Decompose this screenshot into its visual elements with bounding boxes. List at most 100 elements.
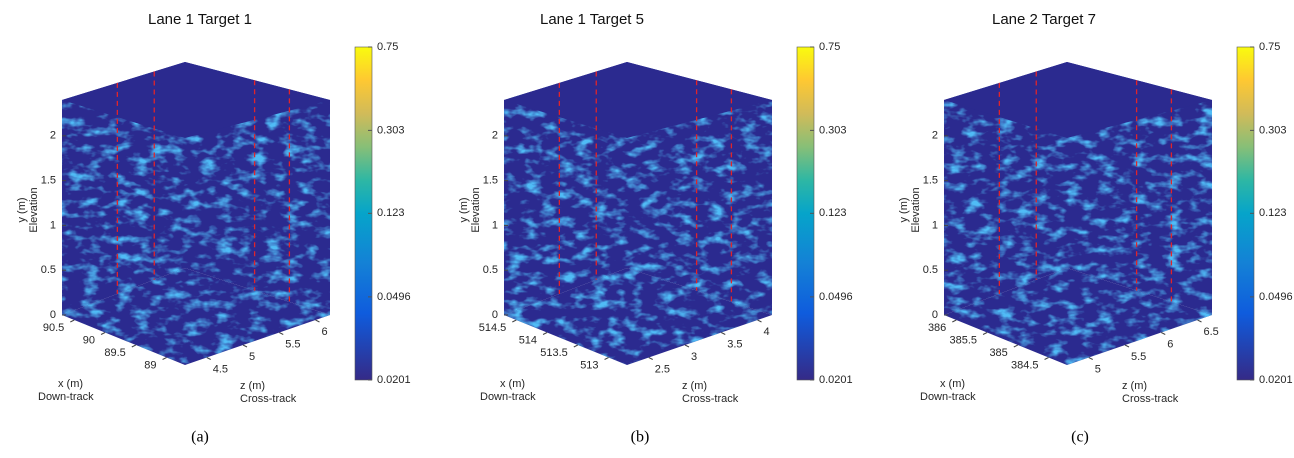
y-tick-label: 2: [492, 130, 498, 142]
y-tick-label: 2: [50, 130, 56, 142]
x-tick-label: 385: [989, 347, 1007, 359]
y-tick-label: 2: [932, 130, 938, 142]
x-tick: [512, 320, 516, 322]
colorbar-tick-label: 0.75: [377, 41, 398, 53]
colorbar-tick-label: 0.303: [819, 124, 847, 136]
x-axis-label: Down-track: [38, 391, 94, 403]
panel-title: Lane 2 Target 7: [992, 11, 1096, 28]
y-tick-label: 1.5: [483, 175, 498, 187]
x-tick-label: 513: [580, 359, 598, 371]
panel: 00.511.52y (m)Elevation514.5514513.5513x…: [458, 41, 853, 405]
z-tick-label: 6: [322, 326, 328, 338]
caption: (b): [631, 429, 650, 446]
z-tick-label: 2.5: [655, 363, 670, 375]
z-axis-label: z (m): [682, 380, 707, 392]
x-tick: [605, 358, 609, 360]
colorbar-tick-label: 0.123: [377, 207, 405, 219]
x-tick: [101, 333, 105, 335]
colorbar-tick-label: 0.0496: [1259, 291, 1293, 303]
z-tick-label: 4: [764, 326, 770, 338]
z-tick-label: 5: [1095, 363, 1101, 375]
x-axis-label: Down-track: [920, 391, 976, 403]
x-tick-label: 90.5: [43, 322, 64, 334]
z-tick: [316, 320, 320, 322]
y-axis-label: y (m): [898, 197, 910, 222]
z-axis-label: Cross-track: [240, 393, 297, 405]
y-tick-label: 0: [50, 309, 56, 321]
z-tick: [758, 320, 762, 322]
z-tick: [649, 358, 653, 360]
x-tick: [574, 345, 578, 347]
x-tick: [163, 358, 167, 360]
x-tick-label: 89.5: [104, 347, 125, 359]
x-axis-label: x (m): [940, 378, 965, 390]
z-tick: [279, 333, 283, 335]
z-tick: [721, 333, 725, 335]
caption: (c): [1071, 429, 1089, 446]
z-tick-label: 4.5: [213, 363, 228, 375]
x-axis-label: x (m): [58, 378, 83, 390]
colorbar-tick-label: 0.0496: [377, 291, 411, 303]
x-tick: [1045, 358, 1049, 360]
z-tick-label: 6: [1167, 338, 1173, 350]
caption: (a): [191, 429, 209, 446]
colorbar-tick-label: 0.75: [1259, 41, 1280, 53]
colorbar-tick-label: 0.75: [819, 41, 840, 53]
y-tick-label: 1: [50, 219, 56, 231]
z-axis-label: z (m): [240, 380, 265, 392]
x-tick: [1014, 345, 1018, 347]
y-tick-label: 0: [932, 309, 938, 321]
panel: 00.511.52y (m)Elevation386385.5385384.5x…: [898, 41, 1293, 405]
panel-title: Lane 1 Target 1: [148, 11, 252, 28]
colorbar-tick-label: 0.123: [1259, 207, 1287, 219]
y-axis-label: Elevation: [910, 187, 922, 232]
x-tick-label: 514.5: [479, 322, 507, 334]
z-tick: [1125, 345, 1129, 347]
z-tick-label: 5.5: [1131, 351, 1146, 363]
colorbar-tick-label: 0.0201: [377, 374, 411, 386]
colorbar-tick-label: 0.0201: [819, 374, 853, 386]
colorbar-tick-label: 0.0201: [1259, 374, 1293, 386]
x-axis-label: x (m): [500, 378, 525, 390]
x-tick: [70, 320, 74, 322]
colorbar-tick-label: 0.303: [1259, 124, 1287, 136]
x-tick: [952, 320, 956, 322]
y-tick-label: 1: [932, 219, 938, 231]
y-tick-label: 1.5: [41, 175, 56, 187]
z-tick: [685, 345, 689, 347]
x-tick: [983, 333, 987, 335]
z-tick: [1089, 358, 1093, 360]
y-tick-label: 0: [492, 309, 498, 321]
z-tick: [243, 345, 247, 347]
z-tick-label: 5.5: [285, 338, 300, 350]
z-axis-label: z (m): [1122, 380, 1147, 392]
x-tick-label: 514: [519, 334, 537, 346]
y-tick-label: 0.5: [41, 264, 56, 276]
colorbar-tick-label: 0.123: [819, 207, 847, 219]
x-axis-label: Down-track: [480, 391, 536, 403]
x-tick-label: 384.5: [1011, 359, 1039, 371]
y-tick-label: 0.5: [923, 264, 938, 276]
x-tick-label: 385.5: [950, 334, 978, 346]
y-tick-label: 0.5: [483, 264, 498, 276]
x-tick: [132, 345, 136, 347]
z-tick-label: 6.5: [1204, 326, 1219, 338]
x-tick-label: 513.5: [540, 347, 568, 359]
z-axis-label: Cross-track: [1122, 393, 1179, 405]
z-tick-label: 3: [691, 351, 697, 363]
y-axis-label: Elevation: [470, 187, 482, 232]
x-tick-label: 89: [144, 359, 156, 371]
colorbar-tick-label: 0.303: [377, 124, 405, 136]
y-tick-label: 1.5: [923, 175, 938, 187]
y-tick-label: 1: [492, 219, 498, 231]
z-tick-label: 5: [249, 351, 255, 363]
z-tick: [207, 358, 211, 360]
x-tick: [543, 333, 547, 335]
y-axis-label: y (m): [16, 197, 28, 222]
panel-title: Lane 1 Target 5: [540, 11, 644, 28]
x-tick-label: 90: [83, 334, 95, 346]
z-axis-label: Cross-track: [682, 393, 739, 405]
z-tick: [1198, 320, 1202, 322]
figure: 00.511.52y (m)Elevation90.59089.589x (m)…: [0, 0, 1294, 453]
